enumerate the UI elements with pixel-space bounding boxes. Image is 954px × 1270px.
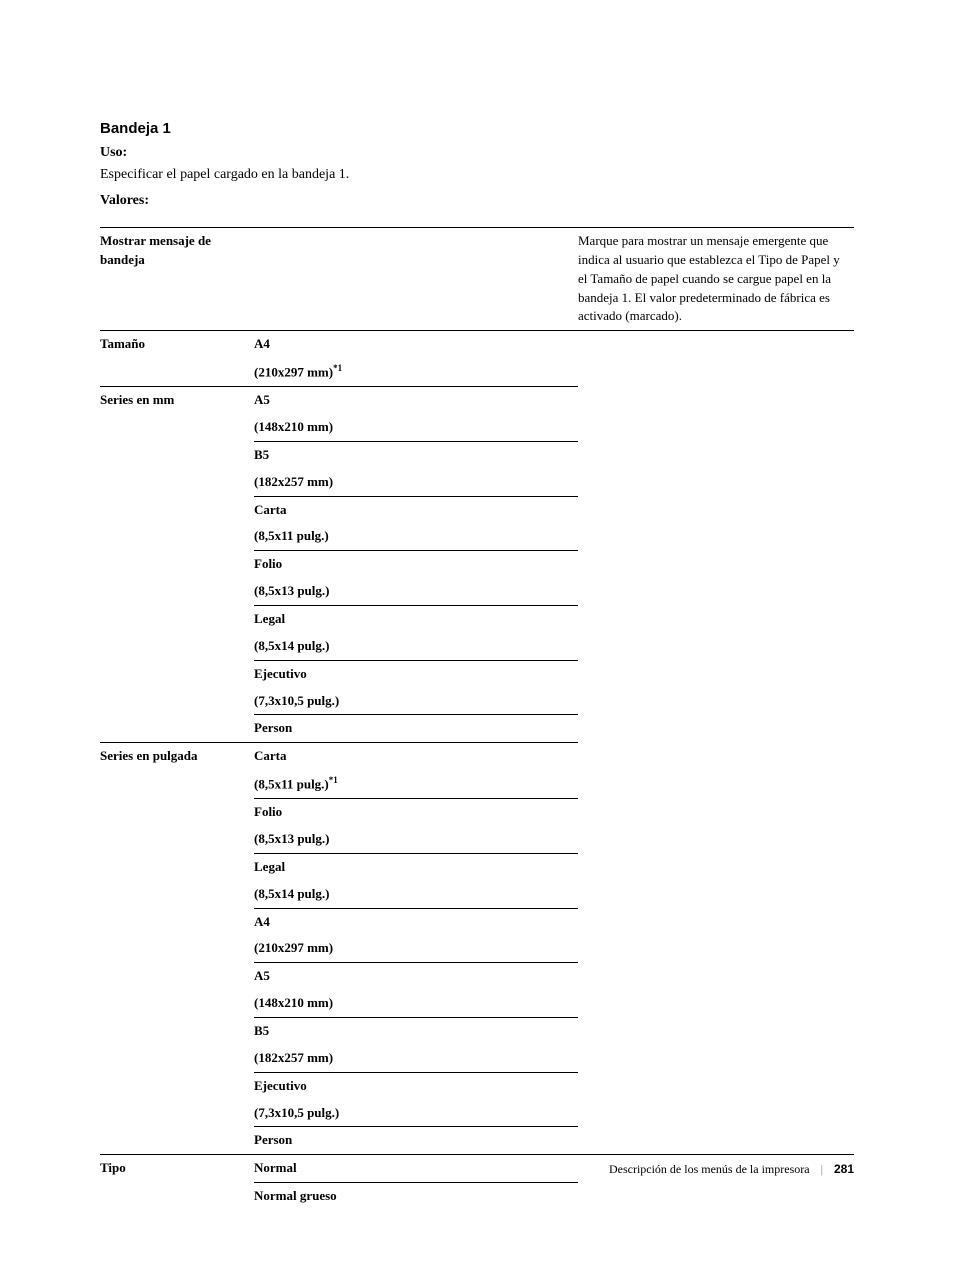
section-title: Bandeja 1 [100, 120, 854, 137]
row-tipo-label: Tipo [100, 1155, 254, 1183]
seriesmm-b5-dim: (182x257 mm) [254, 469, 578, 496]
seriesin-person: Person [254, 1127, 578, 1155]
seriesin-legal: Legal [254, 853, 578, 880]
values-table: Mostrar mensaje de bandeja Marque para m… [100, 227, 854, 1210]
seriesmm-folio: Folio [254, 551, 578, 578]
seriesmm-legal-dim: (8,5x14 pulg.) [254, 633, 578, 660]
row-mostrar-value [254, 228, 578, 331]
row-seriesmm-label: Series en mm [100, 387, 254, 414]
seriesin-carta: Carta [254, 743, 578, 770]
row-tamano-a4-dim: (210x297 mm)*1 [254, 358, 578, 387]
seriesin-a5: A5 [254, 963, 578, 990]
row-tamano-label: Tamaño [100, 331, 254, 358]
footer-separator: | [821, 1162, 823, 1176]
page-content: Bandeja 1 Uso: Especificar el papel carg… [0, 0, 954, 1270]
seriesin-a4: A4 [254, 908, 578, 935]
seriesmm-ejec: Ejecutivo [254, 660, 578, 687]
row-mostrar-desc: Marque para mostrar un mensaje emergente… [578, 228, 854, 331]
tipo-normal-grueso: Normal grueso [254, 1183, 578, 1210]
seriesmm-b5: B5 [254, 441, 578, 468]
row-tamano-a4: A4 [254, 331, 578, 358]
page-footer: Descripción de los menús de la impresora… [609, 1162, 854, 1177]
seriesin-ejec: Ejecutivo [254, 1072, 578, 1099]
seriesin-folio: Folio [254, 799, 578, 826]
seriesmm-carta: Carta [254, 496, 578, 523]
footer-text: Descripción de los menús de la impresora [609, 1162, 810, 1176]
seriesin-carta-dim: (8,5x11 pulg.)*1 [254, 770, 578, 799]
seriesmm-person: Person [254, 715, 578, 743]
seriesin-legal-dim: (8,5x14 pulg.) [254, 881, 578, 908]
uso-text: Especificar el papel cargado en la bande… [100, 167, 854, 183]
seriesin-a4-dim: (210x297 mm) [254, 935, 578, 962]
seriesmm-carta-dim: (8,5x11 pulg.) [254, 523, 578, 550]
seriesin-b5: B5 [254, 1017, 578, 1044]
tipo-normal: Normal [254, 1155, 578, 1183]
seriesmm-a5: A5 [254, 387, 578, 414]
seriesin-b5-dim: (182x257 mm) [254, 1045, 578, 1072]
footer-page-number: 281 [834, 1162, 854, 1176]
seriesmm-folio-dim: (8,5x13 pulg.) [254, 578, 578, 605]
row-mostrar-label: Mostrar mensaje de bandeja [100, 228, 254, 331]
seriesmm-legal: Legal [254, 605, 578, 632]
seriesin-ejec-dim: (7,3x10,5 pulg.) [254, 1100, 578, 1127]
seriesmm-ejec-dim: (7,3x10,5 pulg.) [254, 688, 578, 715]
seriesmm-a5-dim: (148x210 mm) [254, 414, 578, 441]
seriesin-folio-dim: (8,5x13 pulg.) [254, 826, 578, 853]
valores-label: Valores: [100, 193, 854, 209]
uso-label: Uso: [100, 145, 854, 161]
row-seriesin-label: Series en pulgada [100, 743, 254, 770]
seriesin-a5-dim: (148x210 mm) [254, 990, 578, 1017]
